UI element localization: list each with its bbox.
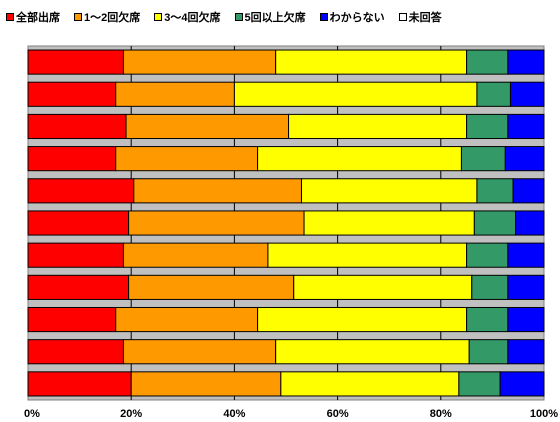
bar-segment — [471, 274, 509, 300]
legend-swatch — [6, 13, 14, 21]
legend-label: 1～2回欠席 — [84, 12, 141, 24]
bar-segment — [115, 306, 259, 333]
bar-segment — [125, 113, 290, 140]
bar-segment — [130, 371, 282, 397]
bar-segment — [128, 274, 295, 300]
legend-label: 3～4回欠席 — [164, 12, 221, 24]
legend-swatch — [74, 13, 82, 21]
bar-segment — [460, 146, 506, 172]
bar-segment — [27, 113, 127, 140]
bar-segment — [122, 49, 277, 75]
bar-segment — [507, 113, 545, 140]
bar-segment — [275, 339, 470, 365]
bar-segment — [507, 274, 545, 300]
bar-segment — [27, 371, 132, 397]
legend-label: 全部出席 — [16, 12, 60, 24]
legend-swatch — [398, 13, 407, 21]
bar-segment — [275, 49, 468, 75]
bar-segment — [499, 371, 545, 397]
legend-item: 1～2回欠席 — [74, 9, 140, 25]
x-axis-ticks: 0% 20% 40% 60% 80% 100% — [24, 408, 558, 420]
bar-segment — [115, 81, 235, 107]
bar-segment — [27, 306, 117, 333]
bar-segment — [458, 371, 501, 397]
bar-segment — [267, 242, 468, 268]
bar-segment — [466, 113, 509, 140]
bar-segment — [122, 339, 277, 365]
bar-segment — [507, 306, 545, 333]
bar-segment — [466, 306, 509, 333]
legend-item: 未回答 — [398, 9, 442, 25]
legend-item: わからない — [319, 9, 385, 25]
bar-segment — [128, 210, 305, 236]
legend-swatch — [319, 13, 328, 21]
bar-segment — [512, 178, 545, 204]
bar-segment — [300, 178, 478, 204]
legend-label: 未回答 — [408, 12, 442, 24]
bar-segment — [507, 339, 545, 365]
bar-segment — [27, 210, 130, 236]
x-tick-label: 40% — [223, 408, 245, 420]
bar-segment — [468, 339, 509, 365]
bar-segment — [507, 242, 545, 268]
bar-segment — [515, 210, 545, 236]
bar-segment — [504, 146, 545, 172]
bar-segment — [303, 210, 475, 236]
legend-item: 5回以上欠席 — [234, 9, 306, 25]
x-tick-label: 80% — [430, 408, 452, 420]
bar-segment — [257, 146, 462, 172]
bar-segment — [115, 146, 259, 172]
bar-segment — [476, 81, 511, 107]
bar-segment — [27, 274, 130, 300]
bar-segment — [476, 178, 514, 204]
bar-segment — [27, 178, 135, 204]
x-tick-label: 20% — [120, 408, 142, 420]
bar-segment — [27, 146, 117, 172]
bar-segment — [27, 242, 124, 268]
bar-segment — [122, 242, 269, 268]
bar-segment — [507, 49, 545, 75]
legend-label: わからない — [329, 12, 385, 24]
x-tick-label: 0% — [24, 408, 40, 420]
x-tick-label: 60% — [327, 408, 349, 420]
bar-segment — [288, 113, 468, 140]
bar-segment — [466, 49, 509, 75]
bar-segment — [27, 49, 124, 75]
bar-segment — [293, 274, 473, 300]
bar-segment — [27, 81, 117, 107]
legend-item: 全部出席 — [6, 9, 60, 25]
bar-segment — [473, 210, 517, 236]
bar-segment — [27, 339, 124, 365]
bars — [27, 49, 545, 397]
legend: 全部出席 1～2回欠席 3～4回欠席 5回以上欠席 わからない 未回答 — [6, 9, 558, 25]
legend-swatch — [234, 13, 243, 21]
bar-segment — [466, 242, 509, 268]
x-tick-label: 100% — [530, 408, 558, 420]
legend-label: 5回以上欠席 — [244, 12, 306, 24]
bar-segment — [509, 81, 545, 107]
legend-item: 3～4回欠席 — [154, 9, 221, 25]
legend-swatch — [154, 13, 163, 21]
bar-segment — [257, 306, 468, 333]
bar-segment — [280, 371, 460, 397]
bar-segment — [133, 178, 302, 204]
bar-segment — [233, 81, 478, 107]
